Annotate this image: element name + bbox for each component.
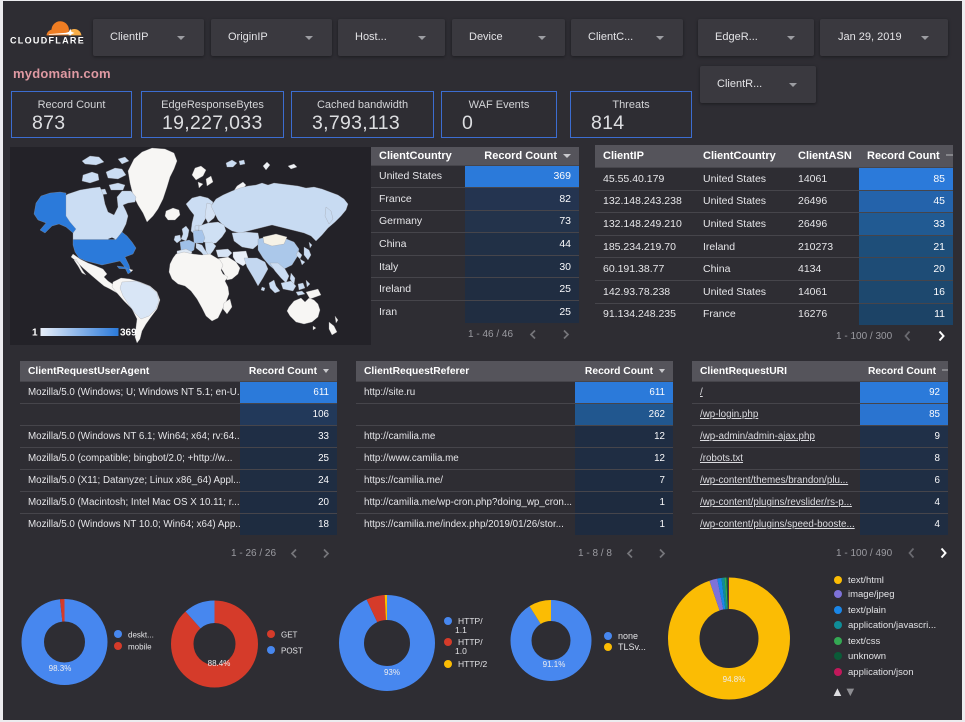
svg-text:CLOUDFLARE: CLOUDFLARE: [10, 36, 85, 45]
svg-text:369: 369: [120, 328, 137, 339]
svg-text:1: 1: [32, 328, 38, 339]
